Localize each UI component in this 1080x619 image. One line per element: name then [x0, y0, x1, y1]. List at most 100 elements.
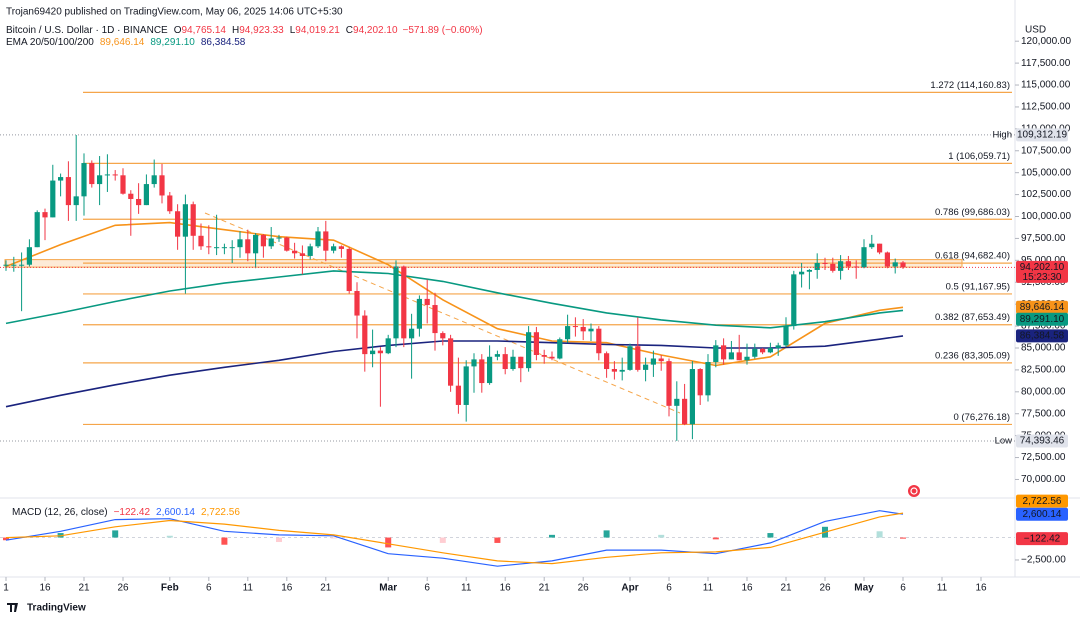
y-tick-label: 80,000.00: [1021, 386, 1066, 397]
candle-body: [245, 239, 251, 254]
candle-body: [26, 247, 32, 265]
ema-badge: 86,384.58: [1020, 330, 1065, 341]
x-tick-label: 16: [741, 583, 753, 594]
candle-body: [253, 234, 259, 254]
candle-body: [588, 328, 594, 332]
candle-body: [479, 359, 485, 384]
candle-body: [666, 361, 672, 406]
candle-body: [198, 235, 204, 247]
symbol-line: Bitcoin / U.S. Dollar · 1D · BINANCE O94,…: [6, 25, 483, 36]
candle-body: [393, 266, 399, 339]
currency-label: USD: [1025, 25, 1046, 36]
macd-hist-bar: [112, 530, 119, 538]
candle-body: [736, 352, 742, 361]
candle-body: [713, 345, 719, 363]
symbol: Bitcoin / U.S. Dollar · 1D · BINANCE: [6, 25, 168, 36]
ohlc-key: O: [174, 25, 182, 36]
candle-body: [721, 345, 727, 360]
fib-label: 1 (106,059.71): [948, 151, 1010, 162]
x-tick-label: 6: [900, 583, 906, 594]
candle-body: [401, 266, 407, 339]
candle-body: [58, 177, 64, 181]
change: −571.89 (−0.60%): [403, 25, 483, 36]
candle-body: [260, 234, 266, 247]
x-tick-label: 11: [937, 583, 948, 594]
candle-body: [689, 369, 695, 425]
candle-body: [510, 356, 516, 370]
y-tick-label: 77,500.00: [1021, 408, 1066, 419]
candle-body: [346, 248, 352, 292]
candle-body: [307, 246, 313, 256]
last-price-box: [1016, 260, 1068, 283]
candle-body: [682, 398, 688, 425]
ema-badge-box: [1016, 312, 1068, 326]
candle-body: [806, 269, 812, 272]
ema-value: 86,384.58: [201, 37, 246, 48]
candle-body: [206, 246, 212, 248]
candle-body: [136, 198, 142, 206]
candle-body: [619, 369, 625, 372]
candle-body: [861, 247, 867, 268]
macd-hist-bar: [658, 534, 665, 538]
candle-body: [377, 350, 383, 354]
news-icon[interactable]: [908, 485, 920, 497]
candle-body: [705, 362, 711, 396]
macd-hist-bar: [767, 533, 774, 538]
signal-value: 2,722.56: [201, 507, 240, 518]
y-tick-label: 117,500.00: [1021, 58, 1071, 69]
candle-body: [190, 204, 196, 236]
low-tag: Low: [995, 435, 1013, 446]
ema-badge-box: [1016, 329, 1068, 343]
macd-hist-bar: [221, 537, 228, 545]
ema-value: 89,646.14: [100, 37, 145, 48]
ohlc-key: C: [346, 25, 353, 36]
candle-body: [323, 231, 329, 251]
candle-body: [268, 238, 274, 247]
candle-body: [877, 243, 883, 253]
x-tick-label: 21: [320, 583, 332, 594]
candle-body: [182, 204, 188, 237]
candle-body: [34, 212, 40, 248]
candle-body: [791, 274, 797, 327]
macd-badge: 2,722.56: [1023, 496, 1062, 507]
candle-body: [697, 369, 703, 396]
fib-label: 0.382 (87,653.49): [935, 312, 1010, 323]
macd-hist-bar: [603, 530, 610, 538]
candle-body: [728, 352, 734, 360]
candle-body: [580, 326, 586, 332]
candle-body: [440, 333, 446, 339]
footer-brand: TradingView: [27, 603, 86, 614]
candle-body: [409, 328, 415, 339]
y-tick-label: 102,500.00: [1021, 189, 1071, 200]
candle-body: [229, 247, 235, 249]
candle-body: [448, 338, 454, 386]
y-tick-label: 107,500.00: [1021, 145, 1071, 156]
candle-body: [331, 246, 337, 251]
candle-body: [159, 175, 165, 196]
x-tick-label: 21: [539, 583, 551, 594]
fib-label: 0.236 (83,305.09): [935, 350, 1010, 361]
candle-body: [526, 332, 532, 369]
y-tick-label: 105,000.00: [1021, 167, 1071, 178]
macd-hist-bar: [330, 537, 337, 539]
macd-badge-box: [1016, 532, 1068, 546]
candle-body: [830, 263, 836, 271]
candle-body: [463, 366, 469, 405]
x-tick-label: 16: [39, 583, 51, 594]
x-tick-label: 6: [206, 583, 212, 594]
macd-badge: 2,600.14: [1023, 509, 1062, 520]
candle-body: [643, 364, 649, 370]
candle-body: [838, 261, 844, 271]
trend-line: [204, 212, 681, 414]
candle-body: [549, 356, 555, 359]
x-tick-label: 16: [281, 583, 293, 594]
x-tick-label: 11: [243, 583, 254, 594]
x-tick-label: 21: [78, 583, 90, 594]
candle-body: [752, 348, 758, 357]
candle-body: [799, 271, 805, 275]
macd-badge-box: [1016, 507, 1068, 521]
fib-label: 0.5 (91,167.95): [946, 281, 1010, 292]
y-tick-label: 70,000.00: [1021, 474, 1066, 485]
candle-body: [494, 354, 500, 357]
